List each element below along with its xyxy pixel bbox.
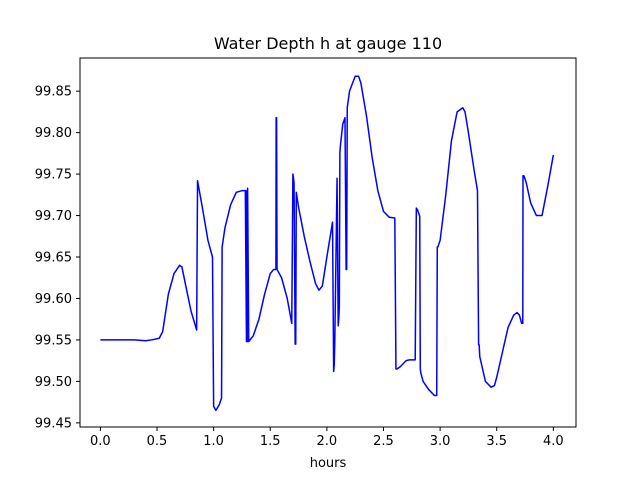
y-tick-label: 99.45 xyxy=(35,416,72,431)
x-tick-label: 3.0 xyxy=(430,434,451,449)
y-tick-label: 99.60 xyxy=(35,292,72,307)
chart-title: Water Depth h at gauge 110 xyxy=(214,34,442,53)
x-tick-label: 1.5 xyxy=(260,434,281,449)
x-tick-label: 0.5 xyxy=(147,434,168,449)
y-tick-label: 99.85 xyxy=(35,85,72,100)
plot-data xyxy=(100,75,555,412)
axes: 0.0 0.5 1.0 1.5 2.0 2.5 3.0 3.5 4.0 99.45 99.50 99.… xyxy=(35,85,564,449)
x-tick-label: 1.0 xyxy=(203,434,224,449)
x-tick-label: 4.0 xyxy=(543,434,564,449)
y-tick-label: 99.55 xyxy=(35,333,72,348)
y-tick-label: 99.50 xyxy=(35,375,72,390)
plot-frame xyxy=(79,57,577,428)
x-tick-label: 2.0 xyxy=(317,434,338,449)
y-tick-label: 99.65 xyxy=(35,251,72,266)
series-line xyxy=(100,75,555,412)
x-axis-label: hours xyxy=(310,456,347,471)
y-tick-label: 99.70 xyxy=(35,209,72,224)
x-tick-label: 3.5 xyxy=(486,434,507,449)
x-tick-label: 0.0 xyxy=(90,434,111,449)
y-tick-label: 99.75 xyxy=(35,168,72,183)
x-tick-label: 2.5 xyxy=(373,434,394,449)
y-tick-label: 99.80 xyxy=(35,126,72,141)
